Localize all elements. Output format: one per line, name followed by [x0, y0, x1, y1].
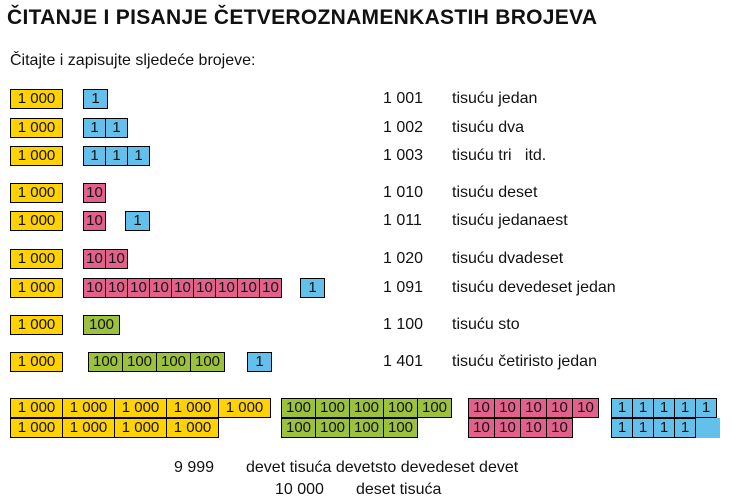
one-block: 1 [611, 418, 633, 438]
row-number: 1 001 [383, 90, 424, 107]
summary-words-10000: deset tisuća [356, 481, 442, 498]
thousand-block: 1 000 [10, 118, 63, 138]
hundred-block: 100 [349, 418, 384, 438]
one-block: 1 [83, 118, 106, 138]
ten-block: 10 [468, 418, 495, 438]
thousand-block: 1 000 [10, 146, 63, 166]
hundred-block: 100 [417, 398, 452, 418]
one-block: 1 [632, 398, 654, 418]
row-number: 1 100 [383, 316, 424, 333]
row-number: 1 011 [383, 212, 422, 229]
hundred-block: 100 [383, 398, 418, 418]
ten-block: 10 [546, 418, 573, 438]
row-words: tisuću deset [452, 184, 538, 201]
ten-block: 10 [468, 398, 495, 418]
row-words: tisuću četiristo jedan [452, 353, 597, 370]
page-title: ČITANJE I PISANJE ČETVEROZNAMENKASTIH BR… [7, 6, 598, 29]
ten-block: 10 [494, 398, 521, 418]
hundred-block: 100 [83, 315, 120, 335]
one-block: 1 [127, 146, 150, 166]
ten-block: 10 [572, 398, 599, 418]
ten-block: 10 [494, 418, 521, 438]
thousand-block: 1 000 [218, 398, 271, 418]
ten-block: 10 [237, 278, 260, 298]
row-number: 1 020 [383, 250, 424, 267]
row-words: tisuću jedanaest [452, 212, 568, 229]
one-block: 1 [695, 398, 717, 418]
ten-block: 10 [127, 278, 150, 298]
row-words: tisuću jedan [452, 90, 538, 107]
summary-number-10000: 10 000 [275, 481, 324, 498]
row-number: 1 091 [383, 279, 424, 296]
hundred-block: 100 [315, 398, 350, 418]
instruction-text: Čitajte i zapisujte sljedeće brojeve: [10, 52, 256, 69]
row-words: tisuću dva [452, 119, 525, 136]
ten-block: 10 [83, 278, 106, 298]
one-block: 1 [632, 418, 654, 438]
thousand-block: 1 000 [166, 398, 219, 418]
ten-block: 10 [83, 211, 106, 231]
one-block: 1 [83, 146, 106, 166]
one-block: 1 [300, 278, 325, 298]
thousand-block: 1 000 [10, 211, 63, 231]
row-number: 1 401 [383, 353, 424, 370]
one-block: 1 [653, 418, 675, 438]
row-number: 1 003 [383, 147, 424, 164]
thousand-block: 1 000 [114, 418, 167, 438]
ten-block: 10 [83, 249, 106, 269]
one-block: 1 [674, 398, 696, 418]
ten-block: 10 [520, 418, 547, 438]
thousand-block: 1 000 [10, 183, 63, 203]
one-block: 1 [105, 146, 128, 166]
row-words: tisuću sto [452, 316, 520, 333]
hundred-block: 100 [349, 398, 384, 418]
row-words: tisuću tri itd. [452, 147, 547, 164]
hundred-block: 100 [281, 398, 316, 418]
one-block: 1 [105, 118, 128, 138]
ten-block: 10 [105, 278, 128, 298]
hundred-block: 100 [315, 418, 350, 438]
ten-block: 10 [193, 278, 216, 298]
ten-block: 10 [259, 278, 282, 298]
thousand-block: 1 000 [10, 89, 63, 109]
ten-block: 10 [520, 398, 547, 418]
ten-block: 10 [105, 249, 128, 269]
row-number: 1 002 [383, 119, 424, 136]
ten-block: 10 [215, 278, 238, 298]
row-words: tisuću dvadeset [452, 250, 564, 267]
thousand-block: 1 000 [114, 398, 167, 418]
thousand-block: 1 000 [10, 418, 63, 438]
hundred-block: 100 [88, 352, 123, 372]
thousand-block: 1 000 [166, 418, 219, 438]
thousand-block: 1 000 [10, 278, 63, 298]
thousand-block: 1 000 [10, 315, 63, 335]
ten-block: 10 [171, 278, 194, 298]
row-number: 1 010 [383, 184, 424, 201]
one-block: 1 [247, 352, 272, 372]
one-block: 1 [125, 211, 150, 231]
hundred-block: 100 [190, 352, 225, 372]
thousand-block: 1 000 [10, 352, 63, 372]
thousand-block: 1 000 [62, 418, 115, 438]
one-block: 1 [674, 418, 696, 438]
ten-block: 10 [83, 183, 106, 203]
ten-block: 10 [149, 278, 172, 298]
thousand-block: 1 000 [62, 398, 115, 418]
blank-cell [696, 418, 720, 438]
hundred-block: 100 [122, 352, 157, 372]
summary-words-9999: devet tisuća devetsto devedeset devet [246, 459, 519, 476]
hundred-block: 100 [383, 418, 418, 438]
summary-number-9999: 9 999 [174, 459, 215, 476]
hundred-block: 100 [281, 418, 316, 438]
one-block: 1 [83, 89, 108, 109]
thousand-block: 1 000 [10, 398, 63, 418]
row-words: tisuću devedeset jedan [452, 279, 616, 296]
hundred-block: 100 [156, 352, 191, 372]
one-block: 1 [611, 398, 633, 418]
one-block: 1 [653, 398, 675, 418]
ten-block: 10 [546, 398, 573, 418]
thousand-block: 1 000 [10, 249, 63, 269]
